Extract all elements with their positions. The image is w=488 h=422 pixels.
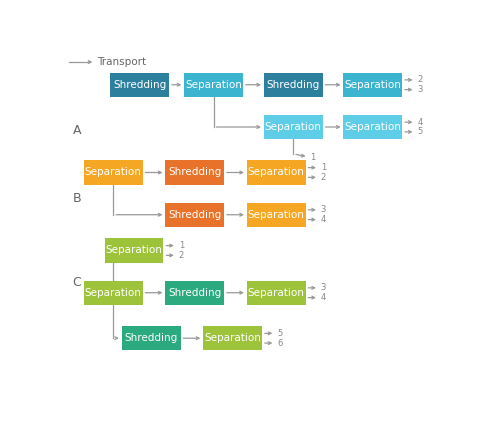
Text: Separation: Separation (247, 210, 304, 220)
Text: 5: 5 (417, 127, 422, 136)
Text: Separation: Separation (185, 80, 242, 90)
FancyBboxPatch shape (343, 115, 401, 139)
FancyBboxPatch shape (110, 73, 169, 97)
Text: 4: 4 (320, 215, 325, 224)
Text: B: B (72, 192, 81, 205)
Text: 5: 5 (277, 329, 282, 338)
Text: Shredding: Shredding (266, 80, 319, 90)
FancyBboxPatch shape (165, 203, 224, 227)
Text: Separation: Separation (247, 288, 304, 298)
Text: Separation: Separation (105, 246, 162, 255)
FancyBboxPatch shape (246, 281, 305, 305)
Text: Shredding: Shredding (168, 210, 221, 220)
Text: 1: 1 (310, 153, 315, 162)
Text: Transport: Transport (97, 57, 146, 67)
Text: 4: 4 (417, 118, 422, 127)
Text: Shredding: Shredding (113, 80, 166, 90)
FancyBboxPatch shape (264, 115, 322, 139)
Text: Separation: Separation (264, 122, 321, 132)
FancyBboxPatch shape (264, 73, 322, 97)
FancyBboxPatch shape (165, 160, 224, 185)
Text: Shredding: Shredding (124, 333, 178, 343)
FancyBboxPatch shape (246, 160, 305, 185)
FancyBboxPatch shape (84, 160, 142, 185)
Text: 6: 6 (277, 338, 282, 348)
Text: 4: 4 (320, 293, 325, 302)
Text: Shredding: Shredding (168, 288, 221, 298)
Text: Separation: Separation (84, 168, 142, 178)
FancyBboxPatch shape (122, 326, 180, 350)
FancyBboxPatch shape (84, 281, 142, 305)
Text: 1: 1 (178, 241, 183, 250)
Text: Separation: Separation (204, 333, 261, 343)
Text: 3: 3 (320, 283, 325, 292)
Text: Separation: Separation (344, 80, 401, 90)
Text: A: A (72, 124, 81, 137)
FancyBboxPatch shape (203, 326, 262, 350)
FancyBboxPatch shape (165, 281, 224, 305)
Text: 3: 3 (320, 206, 325, 214)
Text: C: C (72, 276, 81, 289)
FancyBboxPatch shape (104, 238, 163, 262)
FancyBboxPatch shape (343, 73, 401, 97)
FancyBboxPatch shape (184, 73, 243, 97)
FancyBboxPatch shape (246, 203, 305, 227)
Text: Separation: Separation (84, 288, 142, 298)
Text: Shredding: Shredding (168, 168, 221, 178)
Text: 2: 2 (178, 251, 183, 260)
Text: Separation: Separation (344, 122, 401, 132)
Text: 3: 3 (417, 85, 422, 94)
Text: 1: 1 (320, 163, 325, 172)
Text: 2: 2 (417, 76, 422, 84)
Text: 2: 2 (320, 173, 325, 182)
Text: Separation: Separation (247, 168, 304, 178)
